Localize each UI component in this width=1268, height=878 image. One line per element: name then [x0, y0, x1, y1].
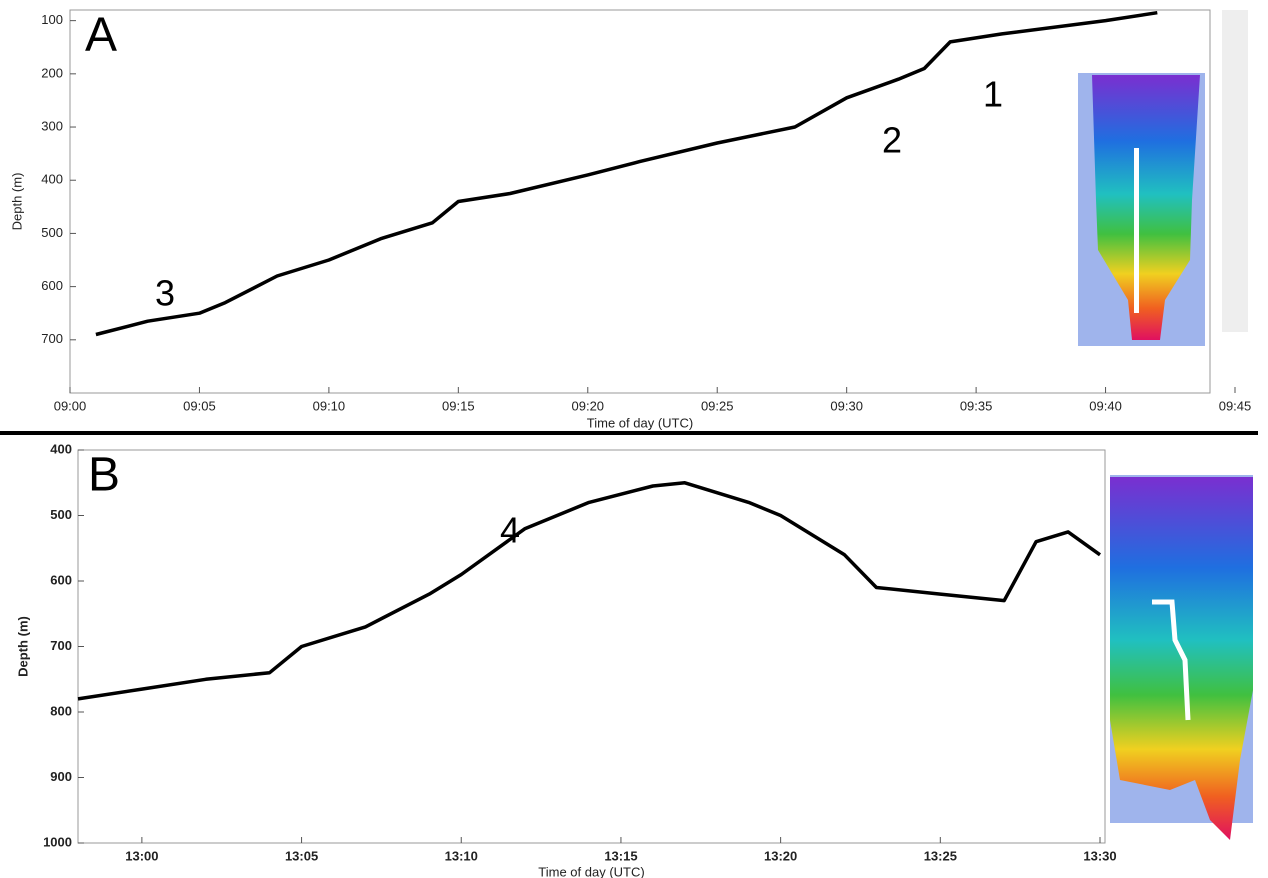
x-tick-label: 09:45	[1219, 398, 1252, 413]
y-axis-label: Depth (m)	[15, 616, 30, 677]
panel-label: B	[88, 449, 120, 502]
y-tick-label: 400	[41, 172, 63, 187]
annotation: 1	[983, 74, 1003, 115]
panel-label: A	[85, 9, 117, 62]
annotation: 3	[155, 273, 175, 314]
y-tick-label: 200	[41, 65, 63, 80]
y-tick-label: 700	[50, 638, 72, 653]
plot-frame	[70, 10, 1210, 393]
seafloor-trace	[78, 483, 1100, 699]
x-tick-label: 13:30	[1083, 848, 1116, 863]
x-tick-label: 09:35	[960, 398, 993, 413]
y-tick-label: 400	[50, 441, 72, 456]
inset-map-b	[1110, 475, 1253, 840]
x-axis-label: Time of day (UTC)	[587, 415, 693, 430]
y-tick-label: 500	[50, 507, 72, 522]
x-tick-label: 13:05	[285, 848, 318, 863]
y-tick-label: 700	[41, 331, 63, 346]
seafloor-trace	[96, 13, 1157, 335]
side-bar	[1222, 10, 1248, 332]
y-tick-label: 600	[41, 278, 63, 293]
x-tick-label: 13:20	[764, 848, 797, 863]
y-tick-label: 900	[50, 769, 72, 784]
inset-map-a	[1078, 73, 1205, 346]
x-tick-label: 13:15	[604, 848, 637, 863]
x-tick-label: 13:10	[445, 848, 478, 863]
plot-frame	[78, 450, 1105, 843]
divider	[0, 431, 1258, 435]
x-tick-label: 13:25	[924, 848, 957, 863]
x-tick-label: 09:40	[1089, 398, 1122, 413]
x-tick-label: 09:30	[830, 398, 863, 413]
x-axis-label: Time of day (UTC)	[538, 864, 644, 878]
x-tick-label: 09:15	[442, 398, 475, 413]
y-tick-label: 800	[50, 703, 72, 718]
x-tick-label: 13:00	[125, 848, 158, 863]
annotation: 2	[882, 120, 902, 161]
y-tick-label: 500	[41, 225, 63, 240]
figure: 100 200 300 400 500 600 700 09:00 09:05 09:10 09:1…	[0, 0, 1268, 878]
x-tick-label: 09:00	[54, 398, 87, 413]
x-tick-label: 09:10	[313, 398, 346, 413]
y-tick-label: 100	[41, 12, 63, 27]
x-tick-label: 09:05	[183, 398, 216, 413]
y-tick-label: 300	[41, 118, 63, 133]
x-tick-label: 09:20	[572, 398, 605, 413]
y-axis-label: Depth (m)	[9, 173, 24, 231]
y-tick-label: 600	[50, 572, 72, 587]
x-tick-label: 09:25	[701, 398, 734, 413]
y-tick-label: 1000	[43, 834, 72, 849]
